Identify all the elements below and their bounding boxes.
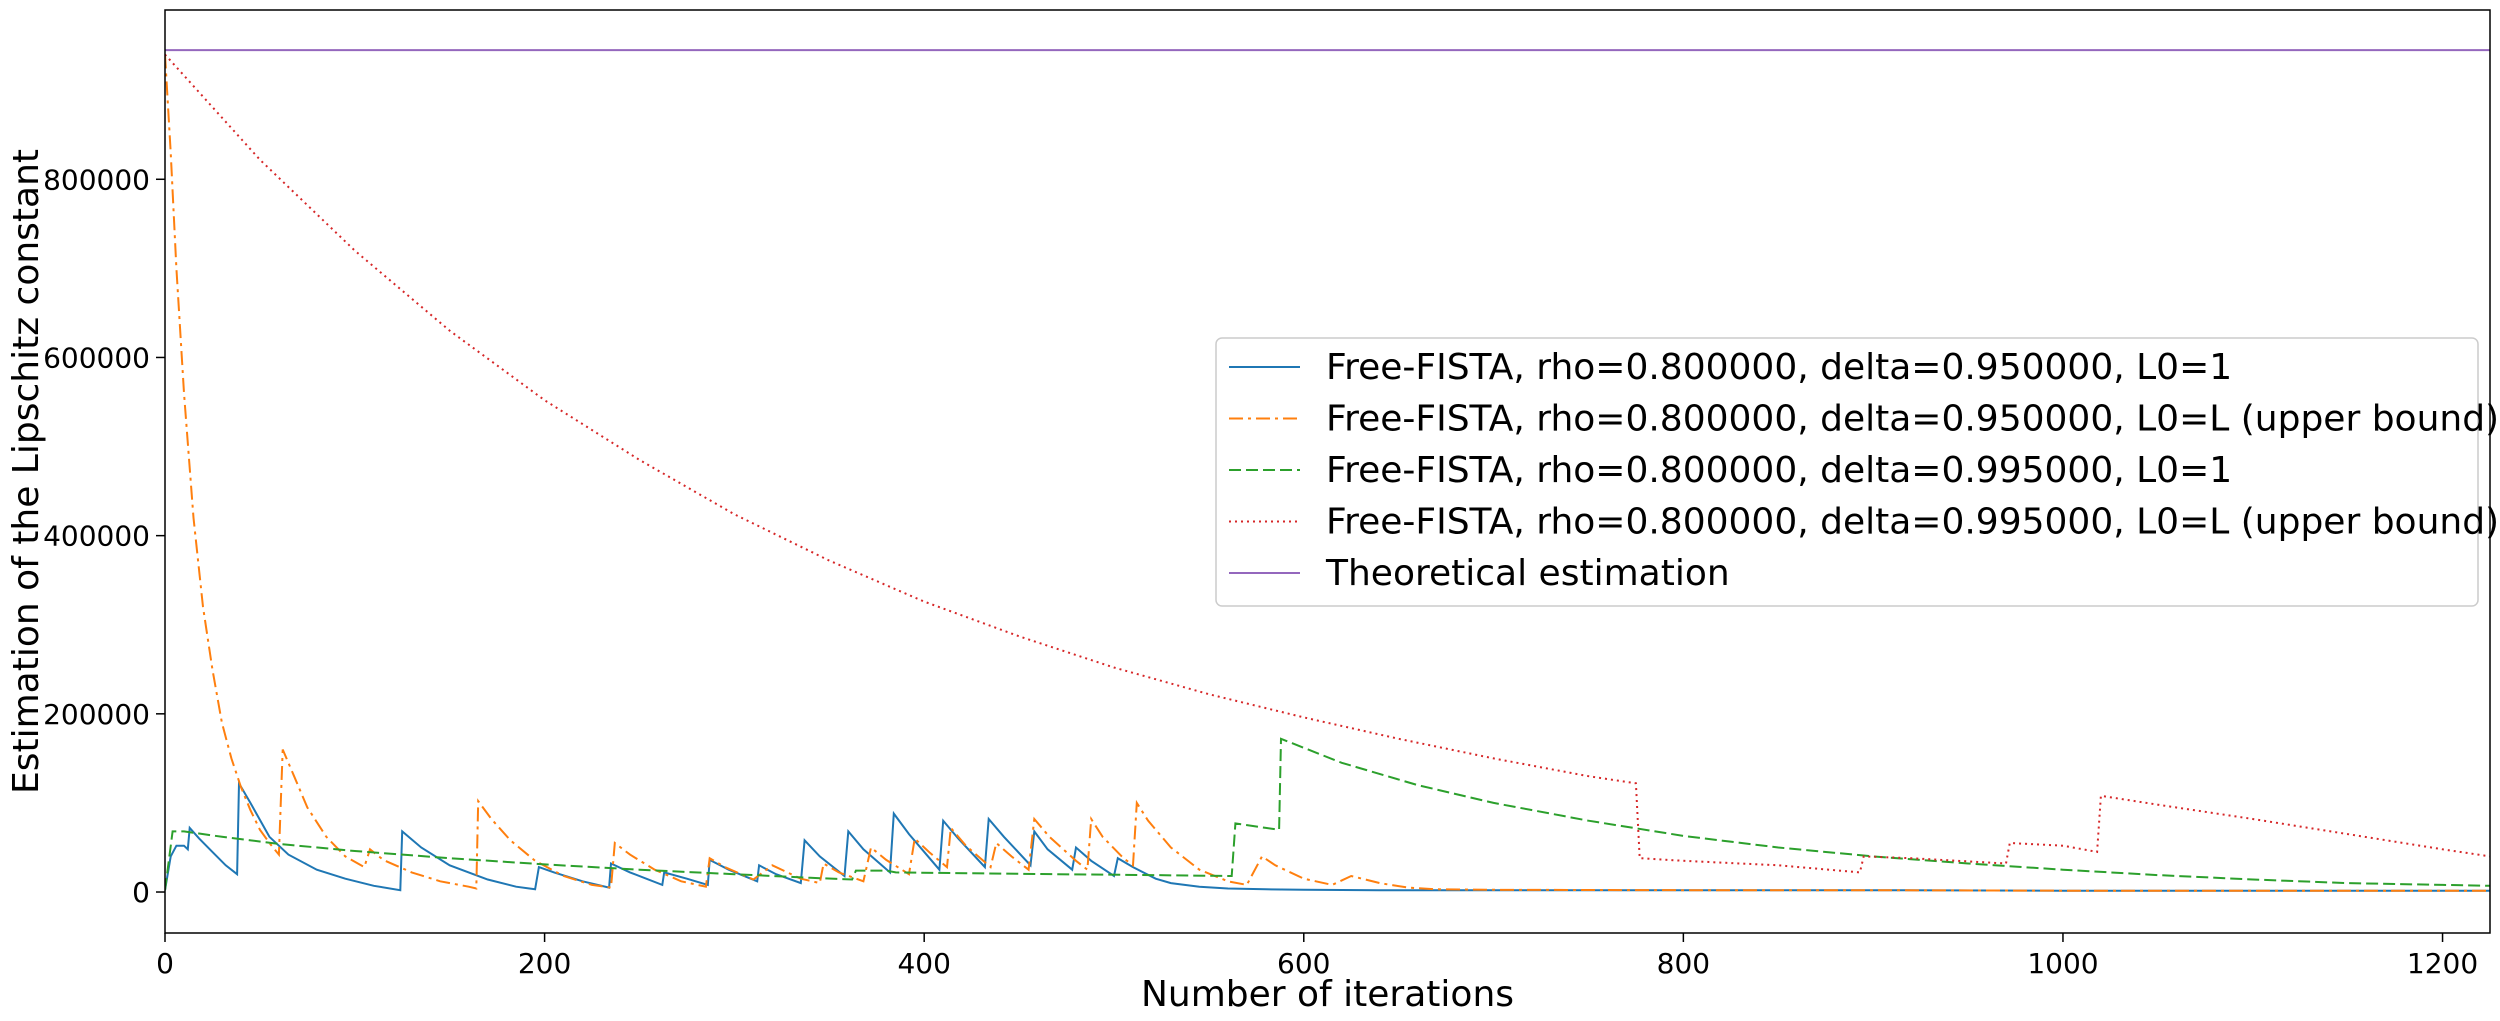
y-tick-label: 800000 <box>43 163 150 196</box>
x-tick-label: 1200 <box>2407 947 2478 980</box>
y-tick-label: 0 <box>132 876 150 909</box>
legend-label: Free-FISTA, rho=0.800000, delta=0.995000… <box>1326 450 2232 491</box>
x-tick-label: 800 <box>1657 947 1710 980</box>
series-line-2 <box>165 54 2490 892</box>
series-line-4 <box>165 53 2490 874</box>
x-axis-label: Number of iterations <box>1141 974 1514 1015</box>
plot-lines <box>165 49 2490 892</box>
series-line-1 <box>165 779 2490 892</box>
plot-frame <box>164 9 2491 934</box>
legend-label: Theoretical estimation <box>1325 553 1730 594</box>
x-tick-label: 600 <box>1277 947 1330 980</box>
y-tick-label: 600000 <box>43 341 150 374</box>
x-tick-label: 1000 <box>2027 947 2098 980</box>
legend-label: Free-FISTA, rho=0.800000, delta=0.950000… <box>1326 399 2499 440</box>
y-axis: 0 200000 400000 600000 800000 <box>43 163 165 909</box>
y-tick-label: 200000 <box>43 698 150 731</box>
legend-label: Free-FISTA, rho=0.800000, delta=0.950000… <box>1326 347 2232 388</box>
series-line-3 <box>165 737 2490 891</box>
y-axis-label: Estimation of the Lipschitz constant <box>6 149 47 794</box>
legend-box <box>1215 337 2479 607</box>
legend: Free-FISTA, rho=0.800000, delta=0.950000… <box>1215 337 2499 607</box>
x-axis: 0 200 400 600 800 1000 1200 <box>156 933 2478 980</box>
legend-label: Free-FISTA, rho=0.800000, delta=0.995000… <box>1326 502 2499 543</box>
x-tick-label: 0 <box>156 947 174 980</box>
x-tick-label: 400 <box>897 947 950 980</box>
x-tick-label: 200 <box>518 947 571 980</box>
y-tick-label: 400000 <box>43 520 150 553</box>
